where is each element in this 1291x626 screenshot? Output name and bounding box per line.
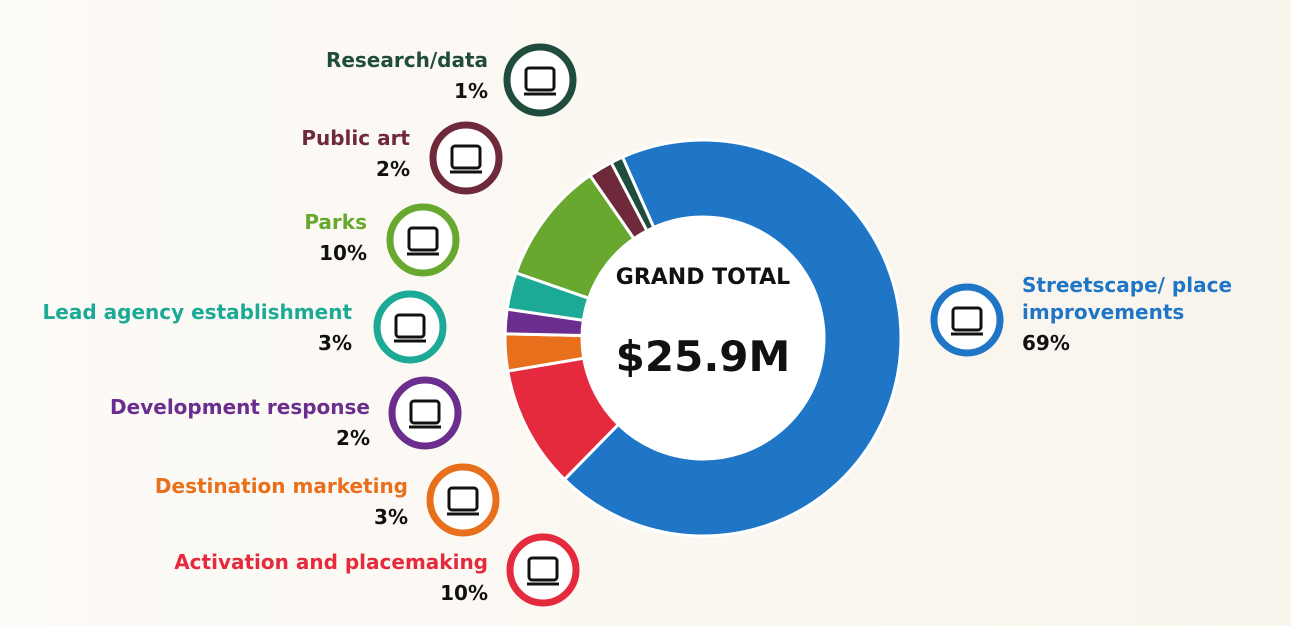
category-icon: [388, 376, 462, 450]
donut-segment: [562, 138, 903, 538]
icon-ring: [373, 290, 447, 364]
category-icon: [426, 463, 500, 537]
category-icon: [506, 533, 580, 607]
icon-ring: [506, 533, 580, 607]
donut-hole: [583, 218, 823, 458]
category-icon: [930, 283, 1004, 357]
category-label: Parks: [304, 210, 367, 234]
icon-glyph: [450, 144, 482, 170]
category-label: Public art: [301, 126, 410, 150]
category-label: Destination marketing: [154, 474, 408, 498]
value-label: 2%: [376, 157, 410, 181]
icon-ring: [426, 463, 500, 537]
icon-ring: [429, 121, 503, 195]
category-label: Streetscape/ place improvements: [1022, 273, 1233, 324]
donut-segment: [609, 155, 656, 233]
value-label: 69%: [1022, 331, 1070, 355]
icon-ring: [930, 283, 1004, 357]
icon-glyph: [951, 306, 983, 332]
category-icon: [386, 203, 460, 277]
center-label: GRAND TOTAL: [615, 265, 791, 290]
icon-ring: [388, 376, 462, 450]
icon-ring: [386, 203, 460, 277]
icon-ring: [503, 43, 577, 117]
value-label: 10%: [440, 581, 488, 605]
value-label: 2%: [336, 426, 370, 450]
value-label: 3%: [374, 505, 408, 529]
category-label: Development response: [110, 395, 370, 419]
category-label: Lead agency establishment: [42, 300, 352, 324]
icon-glyph: [447, 486, 479, 512]
icon-glyph: [524, 66, 556, 92]
category-icon: [429, 121, 503, 195]
value-label: 10%: [319, 241, 367, 265]
icon-glyph: [407, 226, 439, 252]
total: $25.9M: [615, 332, 791, 381]
category-icon: [503, 43, 577, 117]
icon-glyph: [409, 399, 441, 425]
value-label: 1%: [454, 79, 488, 103]
value-label: 3%: [318, 331, 352, 355]
icon-glyph: [394, 313, 426, 339]
category-label: Activation and placemaking: [174, 550, 488, 574]
category-icon: [373, 290, 447, 364]
category-label: Research/data: [325, 48, 488, 72]
icon-glyph: [527, 556, 559, 582]
